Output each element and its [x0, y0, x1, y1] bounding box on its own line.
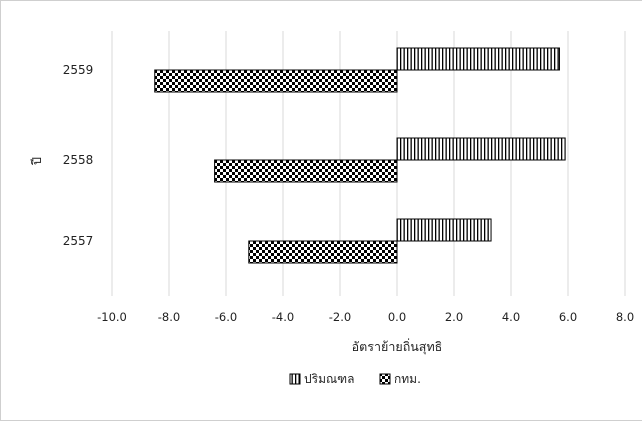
y-category-label: 2558 — [63, 153, 94, 167]
bar-perimeter-2559 — [396, 47, 560, 71]
x-tick-label: -10.0 — [97, 310, 127, 324]
bars — [154, 47, 566, 264]
bar-bangkok-2559 — [154, 69, 398, 93]
legend-label: ปริมณฑล — [304, 372, 354, 386]
x-tick-label: -2.0 — [329, 310, 351, 324]
bar-bangkok-2557 — [248, 240, 398, 264]
labels: -10.0 -8.0 -6.0 -4.0 -2.0 0.0 2.0 4.0 6.0 8.0 2557… — [29, 63, 634, 355]
x-tick-label: 2.0 — [445, 310, 463, 324]
y-axis-title: ปี — [29, 157, 44, 165]
x-tick-label: 0.0 — [388, 310, 406, 324]
x-axis-title: อัตราย้ายถิ่นสุทธิ — [352, 338, 443, 355]
legend-label: กทม. — [394, 372, 421, 386]
bar-perimeter-2558 — [396, 137, 566, 161]
x-tick-label: 6.0 — [559, 310, 577, 324]
legend: ปริมณฑล กทม. — [289, 372, 421, 386]
x-tick-label: 8.0 — [616, 310, 634, 324]
y-category-label: 2557 — [63, 234, 94, 248]
legend-swatch — [379, 373, 391, 385]
legend-swatch — [289, 373, 301, 385]
bar-bangkok-2558 — [214, 159, 398, 183]
x-tick-label: -4.0 — [272, 310, 294, 324]
x-tick-label: 4.0 — [502, 310, 520, 324]
bar-perimeter-2557 — [396, 218, 492, 242]
x-tick-label: -8.0 — [158, 310, 180, 324]
y-category-label: 2559 — [63, 63, 94, 77]
x-tick-label: -6.0 — [215, 310, 237, 324]
